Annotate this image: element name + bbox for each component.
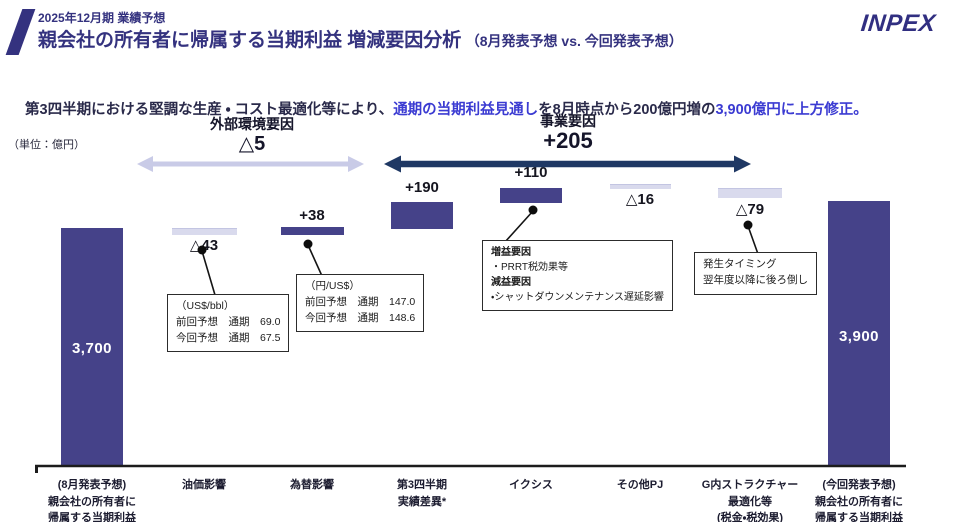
callout-line: （US$/bbl） [176, 300, 235, 312]
bar-other-projects [610, 184, 671, 189]
bar-fx-impact [281, 227, 344, 235]
axis-label-line: その他PJ [616, 479, 664, 491]
callout-line: ・シャットダウンメンテナンス遅延影響 [491, 292, 664, 303]
page-title-main: 親会社の所有者に帰属する当期利益 増減要因分析 [38, 30, 462, 51]
axis-label-line: 帰属する当期利益 [48, 512, 136, 522]
callout-oil-price-assumption: （US$/bbl） 前回予想 通期 69.0 今回予想 通期 67.5 [167, 294, 290, 353]
axis-label-other-projects: その他PJ [560, 477, 720, 494]
axis-label-line: (8月発表予想) [57, 479, 127, 491]
callout-line: ・PRRT税効果等 [491, 262, 569, 273]
axis-label-line: G内ストラクチャー [701, 479, 799, 491]
business-factors-arrow-icon [384, 155, 751, 173]
bar-total-current-forecast: 3,900 [828, 201, 890, 465]
section-value-business-factors: +205 [543, 128, 593, 153]
axis-label-line: 親会社の所有者に [48, 495, 136, 508]
bar-value-august-forecast: 3,700 [71, 340, 113, 357]
axis-label-august-forecast: (8月発表予想) 親会社の所有者に 帰属する当期利益 [12, 477, 172, 522]
callout-leader-lines [201, 210, 759, 296]
callout-line: 今回予想 通期 148.6 [305, 311, 416, 324]
callout-fx-assumption: （円/US$） 前回予想 通期 147.0 今回予想 通期 148.6 [296, 274, 425, 333]
page-title-suffix: （8月発表予想 vs. 今回発表予想） [465, 33, 683, 49]
bar-total-august-forecast: 3,700 [61, 228, 123, 465]
bar-value-oil-price: △43 [189, 237, 219, 254]
axis-label-fx: 為替影響 [232, 477, 392, 494]
axis-label-line: 実績差異* [397, 495, 447, 508]
summary-highlight2: 3,900億円に上方修正。 [715, 101, 868, 118]
summary-text: 第3四半期における堅調な生産 ・ コスト最適化等により、通期の当期利益見通しを8… [25, 98, 868, 119]
axis-label-line: 親会社の所有者に [815, 495, 903, 508]
bar-value-other-projects: △16 [625, 191, 655, 208]
axis-label-line: (今回発表予想) [822, 479, 896, 491]
external-factors-arrow-icon [137, 156, 364, 172]
bar-value-current-forecast: 3,900 [838, 328, 880, 345]
page-title: 親会社の所有者に帰属する当期利益 増減要因分析 （8月発表予想 vs. 今回発表… [38, 25, 683, 52]
axis-label-line: 油価影響 [182, 479, 226, 491]
report-period-label: 2025年12月期 業績予想 [38, 11, 166, 25]
section-title-external-factors: 外部環境要因 [210, 116, 294, 132]
axis-label-line: 為替影響 [290, 479, 334, 491]
axis-label-oil-price: 油価影響 [124, 477, 284, 494]
callout-line: 翌年度以降に後ろ倒し [703, 273, 808, 286]
bar-group-structure-optimization [718, 188, 782, 198]
callout-line: 増益要因 [491, 247, 531, 258]
bar-ichthys [500, 188, 562, 203]
axis-label-line: 帰属する当期利益 [815, 512, 903, 522]
inpex-logo: INPEX [860, 10, 938, 37]
axis-label-line: イクシス [509, 479, 553, 491]
axis-label-current-forecast: (今回発表予想) 親会社の所有者に 帰属する当期利益 [779, 477, 939, 522]
callout-line: 前回予想 通期 147.0 [305, 295, 416, 308]
section-value-external-factors: △5 [238, 133, 266, 155]
callout-line: 減益要因 [491, 277, 531, 288]
bar-oil-price-impact [172, 228, 237, 235]
callout-line: 前回予想 通期 69.0 [176, 315, 281, 328]
slide-accent-bar-icon [5, 9, 36, 55]
bar-value-q3-variance: +190 [405, 179, 439, 196]
callout-line: 今回予想 通期 67.5 [176, 331, 281, 344]
axis-label-line: 第3四半期 [396, 479, 448, 491]
axis-label-q3-variance: 第3四半期 実績差異* [342, 477, 502, 510]
summary-part2: を8月時点から200億円増の [538, 101, 716, 118]
unit-label: （単位：億円） [8, 139, 85, 151]
axis-label-line: 最適化等 [728, 495, 772, 508]
axis-label-ichthys: イクシス [451, 477, 611, 494]
summary-part1: 第3四半期における堅調な生産 ・ コスト最適化等により、 [25, 101, 394, 118]
bar-value-group-structure: △79 [735, 201, 765, 218]
bar-value-ichthys: +110 [514, 164, 548, 181]
summary-highlight1: 通期の当期利益見通し [393, 101, 539, 118]
axis-label-group-structure: G内ストラクチャー 最適化等 (税金・税効果) [670, 477, 830, 522]
x-axis-line [35, 464, 906, 473]
callout-line: （円/US$） [305, 280, 360, 292]
axis-label-line: (税金・税効果) [716, 512, 784, 522]
callout-ichthys-factors: 増益要因 ・PRRT税効果等 減益要因 ・シャットダウンメンテナンス遅延影響 [482, 240, 673, 311]
bar-value-fx: +38 [299, 207, 325, 224]
bar-q3-actual-variance [391, 202, 453, 229]
section-title-business-factors: 事業要因 [540, 113, 596, 129]
callout-timing-note: 発生タイミング 翌年度以降に後ろ倒し [694, 252, 817, 295]
callout-line: 発生タイミング [703, 258, 777, 270]
